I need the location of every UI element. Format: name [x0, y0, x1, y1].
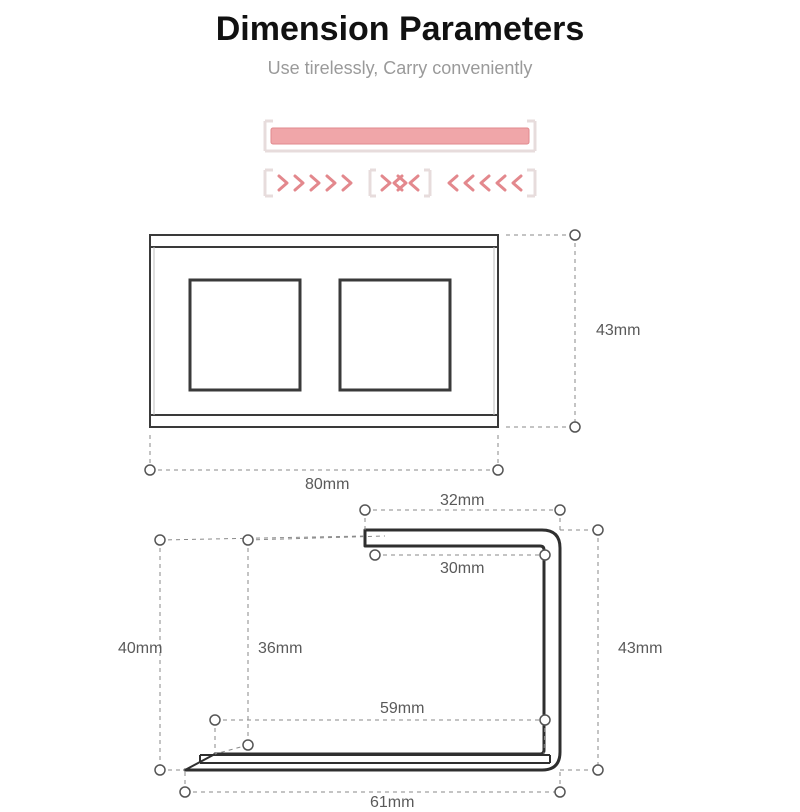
dim-side-43: 43mm	[618, 640, 662, 658]
slider-illustration	[0, 0, 800, 800]
dim-front-width: 80mm	[305, 476, 349, 494]
dim-side-30: 30mm	[440, 560, 484, 578]
dim-side-61: 61mm	[370, 794, 414, 812]
dim-side-36: 36mm	[258, 640, 302, 658]
dim-side-32: 32mm	[440, 492, 484, 510]
dim-front-height: 43mm	[596, 322, 640, 340]
dim-side-59: 59mm	[380, 700, 424, 718]
dim-side-40: 40mm	[118, 640, 162, 658]
